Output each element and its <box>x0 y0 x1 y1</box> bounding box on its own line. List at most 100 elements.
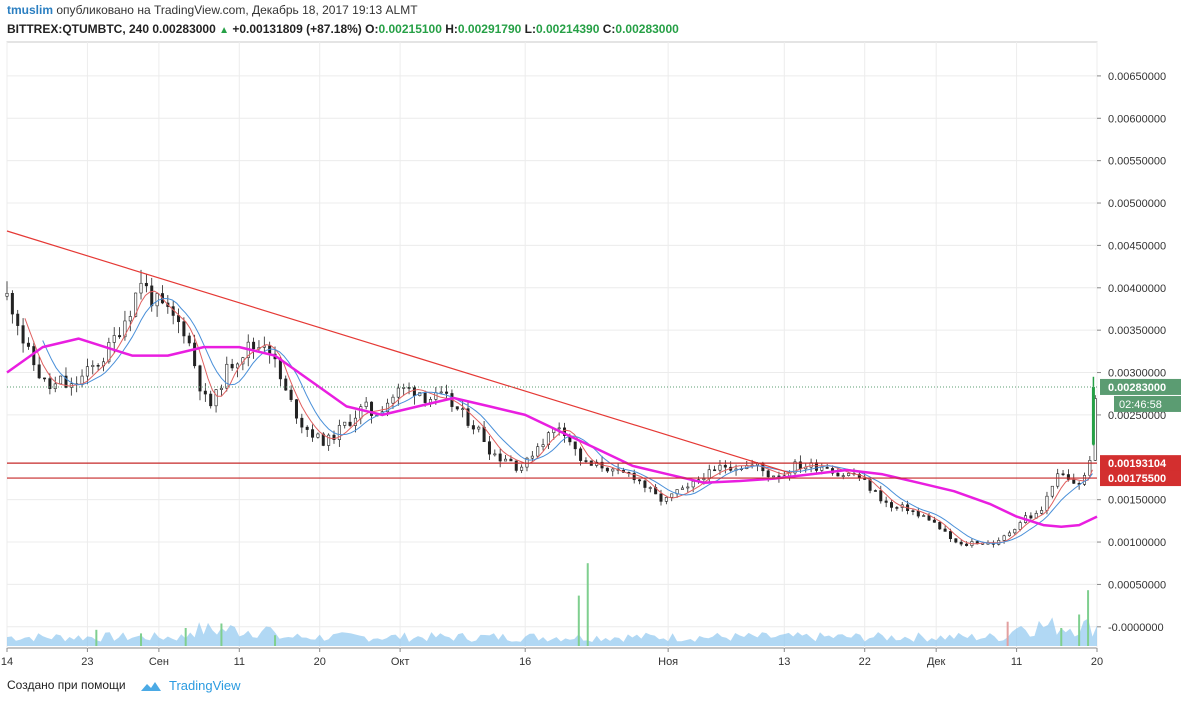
candle-body <box>155 293 159 307</box>
x-tick-label: Окт <box>391 656 410 668</box>
candle-body <box>686 486 690 489</box>
candle-body <box>723 464 727 468</box>
candle-body <box>664 496 668 502</box>
candle-body <box>820 466 824 471</box>
candle-body <box>348 421 352 426</box>
ma-long-magenta <box>6 337 1098 529</box>
level-2-badge: 0.00175500 <box>1108 473 1166 485</box>
candle-body <box>1056 473 1060 487</box>
candle-body <box>364 401 368 407</box>
candle-body <box>890 502 894 508</box>
candle-body <box>16 313 20 326</box>
plot-frame <box>6 41 1098 649</box>
tradingview-cloud-icon <box>141 681 161 691</box>
volume-area <box>7 617 1097 646</box>
ohlc-legend: BITTREX:QTUMBTC, 240 0.00283000 ▲ +0.001… <box>7 22 679 36</box>
candle-body <box>439 391 443 394</box>
candle-body <box>182 321 186 337</box>
candle-body <box>370 401 374 416</box>
last-price-badge: 0.00283000 <box>1108 382 1166 394</box>
candle-body <box>5 292 9 297</box>
created-with-text: Создано при помощи <box>7 678 126 692</box>
y-tick-label: 0.00500000 <box>1108 198 1166 210</box>
open-label: O: <box>365 22 379 36</box>
close-label: C: <box>602 22 616 36</box>
volume-bar <box>586 563 589 646</box>
high-value: 0.00291790 <box>457 22 522 36</box>
candle-body <box>407 387 411 389</box>
countdown-label: 02:46:58 <box>1119 399 1162 411</box>
candle-body <box>289 389 293 400</box>
low-label: L: <box>524 22 536 36</box>
candle-body <box>252 341 256 350</box>
x-tick-label: 11 <box>234 656 245 668</box>
candle-body <box>932 519 936 523</box>
candle-body <box>337 425 341 440</box>
x-tick-label: 13 <box>778 656 790 668</box>
x-tick-label: 23 <box>81 656 93 668</box>
candle-body <box>466 408 470 426</box>
candle-body <box>1029 515 1033 519</box>
candle-body <box>300 417 304 428</box>
x-tick-label: 20 <box>314 656 326 668</box>
candle-body <box>498 453 502 462</box>
price-axis[interactable]: 0.00650000 0.00600000 0.00550000 0.00500000… <box>1097 71 1181 634</box>
candle-body <box>530 455 534 459</box>
candle-body <box>144 282 148 287</box>
candle-body <box>1002 535 1006 541</box>
candle-body <box>1072 479 1076 484</box>
candle-body <box>520 466 524 471</box>
candle-body <box>884 500 888 503</box>
level-1-badge-bg <box>1100 455 1181 472</box>
candle-body <box>294 399 298 419</box>
candle-body <box>927 515 931 521</box>
candle-body <box>938 522 942 530</box>
x-tick-label: Ноя <box>658 656 678 668</box>
candle-body <box>573 441 577 450</box>
price-chart[interactable]: 0.00650000 0.00600000 0.00550000 0.00500000… <box>0 40 1184 672</box>
x-tick-label: Сен <box>149 656 169 668</box>
candle-body <box>916 510 920 517</box>
candle-body <box>536 446 540 457</box>
candle-body <box>236 363 240 369</box>
last-price-badge-bg <box>1100 378 1181 395</box>
author-name[interactable]: tmuslim <box>7 3 54 17</box>
candle-body <box>311 429 315 438</box>
x-tick-label: Дек <box>927 656 946 668</box>
volume-bar <box>577 595 580 646</box>
candle-body <box>316 433 320 438</box>
candle-body <box>1045 495 1049 511</box>
candle-body <box>814 462 818 471</box>
volume-bar <box>220 623 223 646</box>
candle-body <box>343 421 347 426</box>
candle-body <box>461 408 465 410</box>
candle-body <box>198 365 202 392</box>
candle-body <box>670 493 674 498</box>
volume-bar <box>274 635 277 646</box>
volume-bar <box>95 629 98 646</box>
candle-body <box>150 285 154 307</box>
candle-body <box>911 510 915 512</box>
candle-body <box>836 472 840 477</box>
candle-body <box>278 358 282 380</box>
candle-body <box>707 469 711 479</box>
candle-body <box>327 434 331 446</box>
candle-body <box>482 426 486 443</box>
candle-body <box>193 342 197 367</box>
candle-body <box>396 387 400 398</box>
candle-body <box>718 464 722 471</box>
candle-body <box>691 481 695 488</box>
candle-body <box>214 389 218 407</box>
y-tick-label: 0.00550000 <box>1108 156 1166 168</box>
time-axis[interactable]: 14 23 Сен 11 20 Окт 16 Ноя 13 22 Дек 11 20 <box>1 648 1103 668</box>
candle-body <box>85 366 89 377</box>
candle-body <box>96 364 100 367</box>
x-tick-label: 16 <box>519 656 531 668</box>
candle-body <box>648 487 652 489</box>
volume-bar <box>140 633 143 646</box>
candle-body <box>659 493 663 502</box>
tradingview-logo[interactable]: TradingView <box>139 678 241 693</box>
overlays-layer <box>6 230 1098 545</box>
change-value: +0.00131809 (+87.18%) <box>232 22 362 36</box>
candle-body <box>713 469 717 472</box>
